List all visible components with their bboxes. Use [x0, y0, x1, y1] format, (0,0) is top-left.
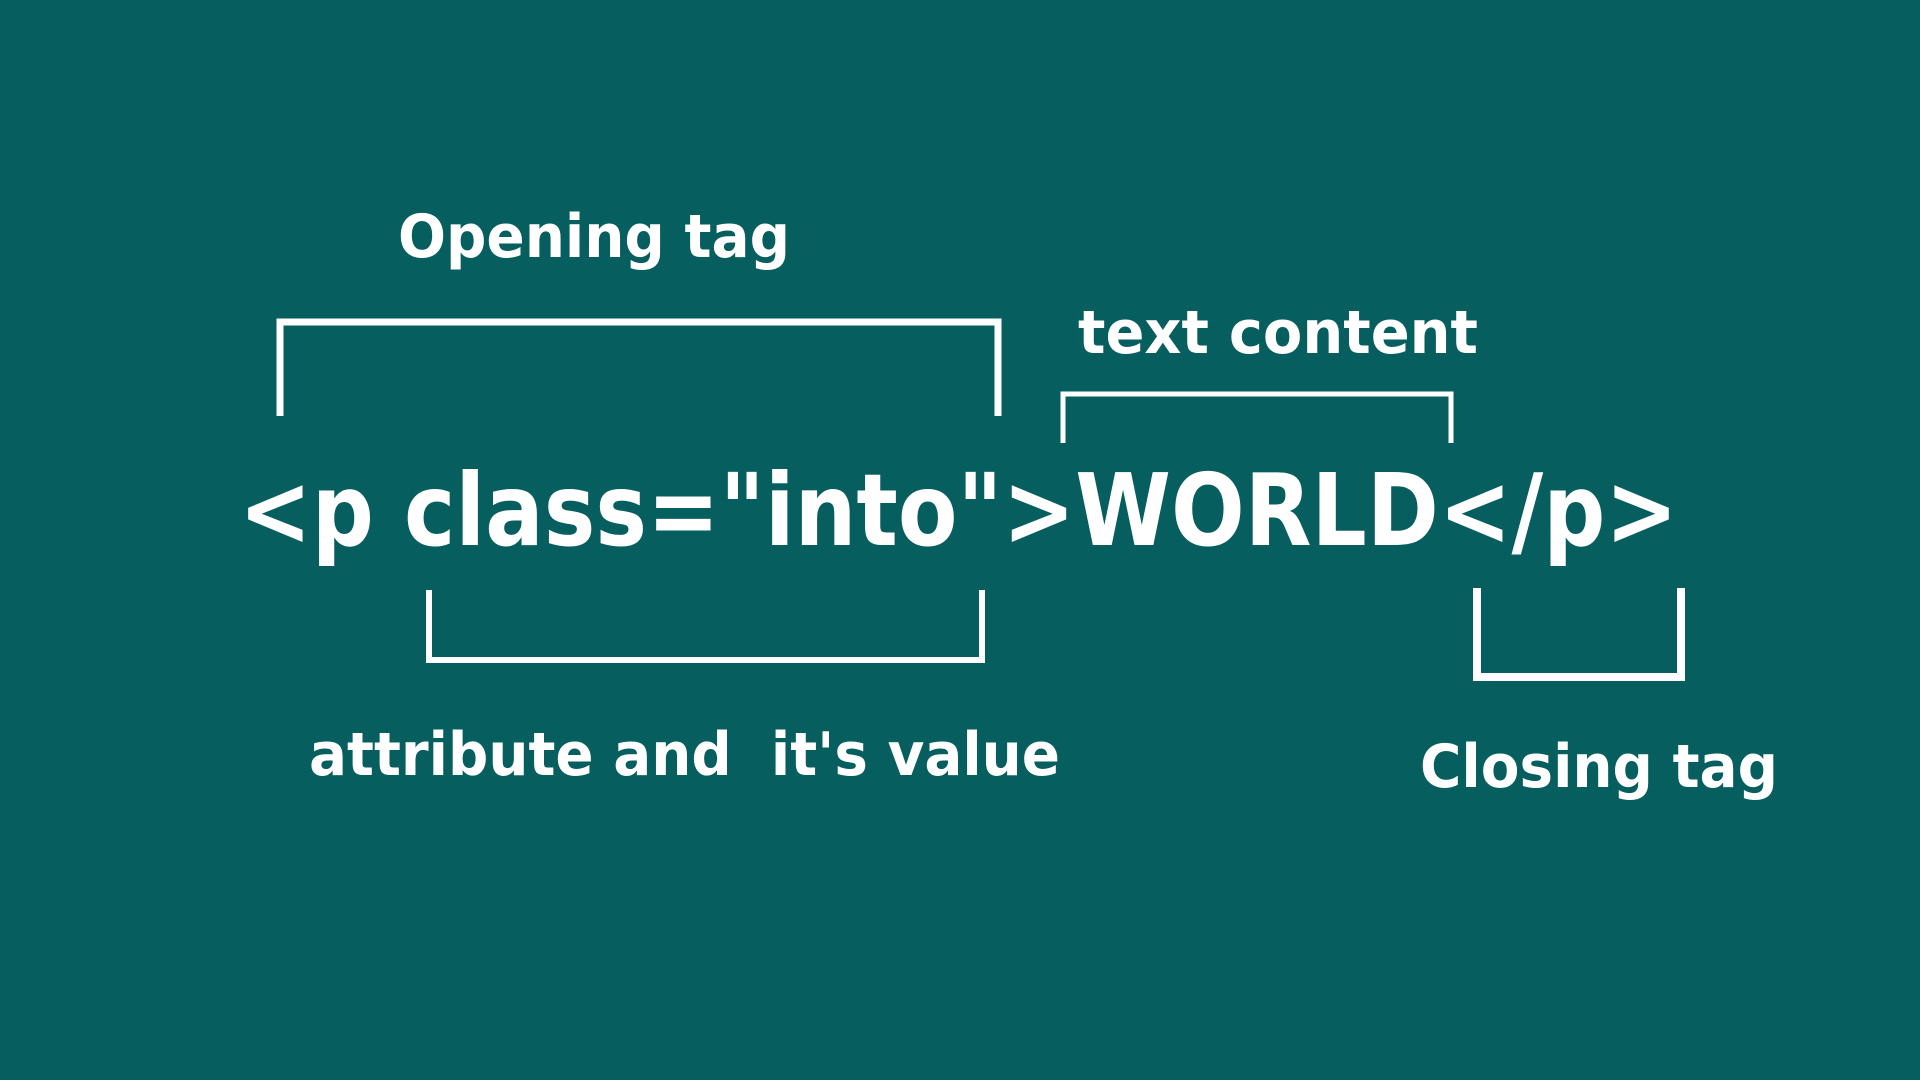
opening-tag-label: Opening tag — [398, 202, 790, 272]
closing-tag-bracket — [1473, 588, 1685, 681]
text-content-bracket — [1060, 391, 1454, 443]
text-content-label: text content — [1078, 298, 1478, 368]
attribute-label: attribute and it's value — [309, 720, 1060, 790]
attribute-bracket — [426, 590, 985, 663]
code-line: <p class="into">WORLD</p> — [239, 452, 1678, 569]
opening-tag-bracket — [276, 318, 1002, 416]
closing-tag-label: Closing tag — [1420, 732, 1778, 802]
